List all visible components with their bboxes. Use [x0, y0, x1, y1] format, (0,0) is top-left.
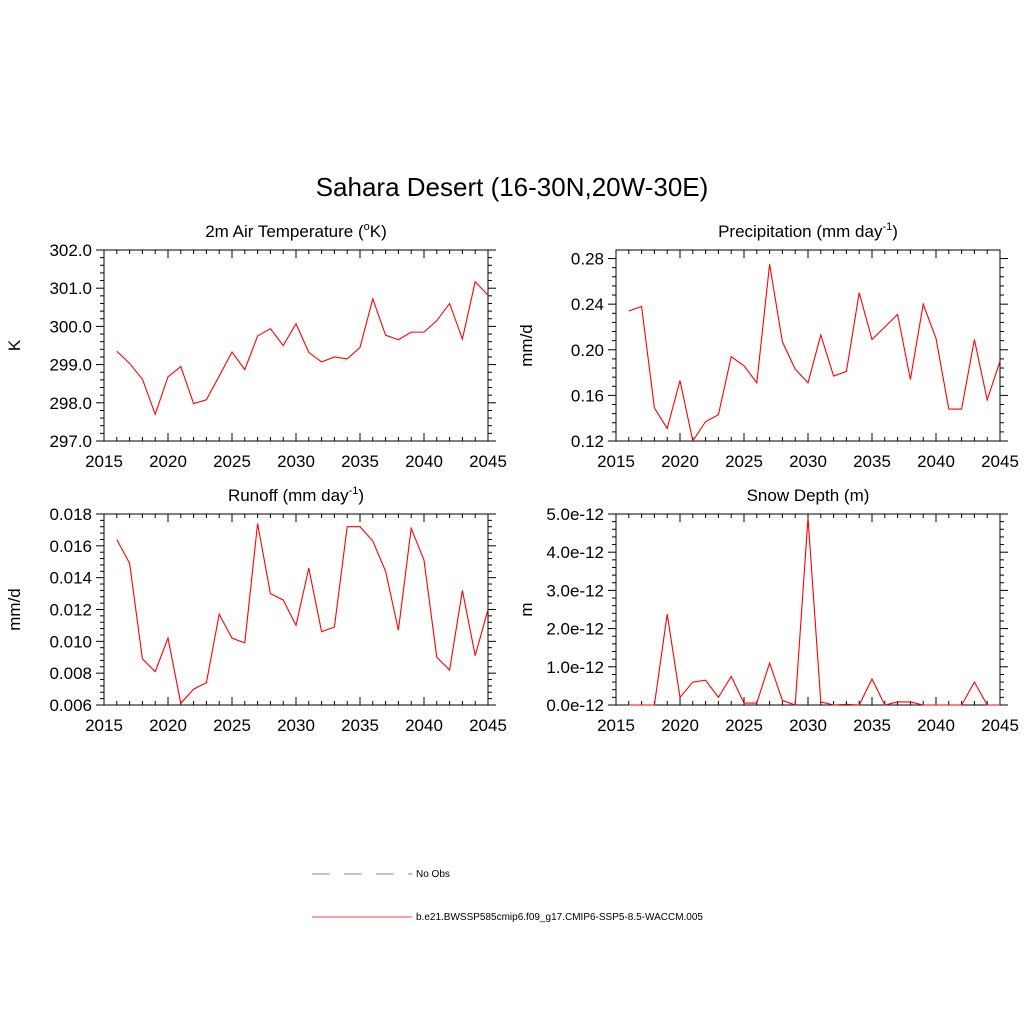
y-tick-label: 0.012 [49, 601, 92, 620]
panel-runoff: Runoff (mm day-1) mm/d 2015 2020 2025 2030 203… [5, 485, 507, 735]
y-tick-label: 0.010 [49, 632, 92, 651]
y-tick-label: 299.0 [49, 356, 92, 375]
x-tick-label: 2030 [277, 716, 315, 735]
y-axis-label-precipitation: mm/d [517, 324, 536, 367]
x-tick-label: 2025 [725, 716, 763, 735]
y-tick-label: 300.0 [49, 317, 92, 336]
x-tick-label: 2035 [341, 452, 379, 471]
y-tick-label: 297.0 [49, 432, 92, 451]
x-tick-label: 2015 [597, 716, 635, 735]
y-tick-label: 0.0e-12 [546, 696, 604, 715]
series-line-snow-depth [628, 517, 1000, 706]
y-tick-label: 0.16 [571, 386, 604, 405]
figure-title: Sahara Desert (16-30N,20W-30E) [316, 172, 709, 202]
x-tick-label: 2025 [213, 716, 251, 735]
panel-air-temperature: 2m Air Temperature (oK) K 2015 2020 2025 2030… [5, 221, 507, 471]
panel-precipitation: Precipitation (mm day-1) mm/d 2015 2020 2025… [517, 221, 1019, 471]
x-tick-label: 2030 [789, 452, 827, 471]
panel-snow-depth: Snow Depth (m) m 2015 2020 2025 2030 2035 2040 2… [517, 486, 1019, 735]
x-tick-label: 2030 [277, 452, 315, 471]
panel-title-runoff: Runoff (mm day-1) [228, 485, 364, 505]
x-tick-label: 2040 [917, 716, 955, 735]
y-tick-label: 0.014 [49, 569, 92, 588]
y-tick-label: 0.016 [49, 537, 92, 556]
y-tick-label: 0.24 [571, 295, 604, 314]
plot-frame-air-temperature [103, 249, 489, 442]
y-tick-label: 0.12 [571, 432, 604, 451]
y-tick-label: 0.006 [49, 696, 92, 715]
x-tick-label: 2030 [789, 716, 827, 735]
y-tick-label: 5.0e-12 [546, 505, 604, 524]
panel-title-precipitation: Precipitation (mm day-1) [718, 221, 898, 241]
x-tick-label: 2015 [85, 452, 123, 471]
x-tick-label: 2020 [661, 716, 699, 735]
y-tick-label: 302.0 [49, 241, 92, 260]
legend: No Obs b.e21.BWSSP585cmip6.f09_g17.CMIP6… [312, 869, 703, 923]
series-line-precipitation [628, 264, 1001, 443]
y-axis-label-snow-depth: m [517, 602, 536, 616]
panel-title-snow-depth: Snow Depth (m) [747, 486, 870, 505]
plot-frame-snow-depth [615, 513, 1001, 706]
x-tick-label: 2035 [853, 452, 891, 471]
x-tick-label: 2040 [405, 716, 443, 735]
y-tick-label: 0.28 [571, 250, 604, 269]
x-tick-label: 2045 [469, 716, 507, 735]
y-tick-label: 2.0e-12 [546, 620, 604, 639]
legend-label-model: b.e21.BWSSP585cmip6.f09_g17.CMIP6-SSP5-8… [416, 912, 703, 923]
legend-label-no-obs: No Obs [416, 869, 450, 880]
y-tick-label: 1.0e-12 [546, 658, 604, 677]
y-tick-label: 0.008 [49, 664, 92, 683]
series-line-runoff [116, 523, 489, 705]
x-tick-label: 2025 [213, 452, 251, 471]
y-tick-label: 3.0e-12 [546, 581, 604, 600]
x-tick-label: 2025 [725, 452, 763, 471]
x-tick-label: 2020 [149, 452, 187, 471]
y-axis-label-runoff: mm/d [5, 588, 24, 631]
x-tick-label: 2035 [853, 716, 891, 735]
panel-title-air-temperature: 2m Air Temperature (oK) [205, 221, 387, 241]
y-tick-label: 301.0 [49, 279, 92, 298]
series-line-air-temperature [116, 280, 489, 416]
y-axis-label-air-temperature: K [5, 339, 24, 351]
y-tick-label: 0.018 [49, 505, 92, 524]
x-tick-label: 2040 [917, 452, 955, 471]
y-tick-label: 298.0 [49, 394, 92, 413]
x-tick-label: 2045 [981, 716, 1019, 735]
y-tick-label: 4.0e-12 [546, 543, 604, 562]
y-tick-label: 0.20 [571, 341, 604, 360]
x-tick-label: 2035 [341, 716, 379, 735]
x-tick-label: 2015 [597, 452, 635, 471]
x-tick-label: 2045 [981, 452, 1019, 471]
x-tick-label: 2020 [149, 716, 187, 735]
x-tick-label: 2015 [85, 716, 123, 735]
x-tick-label: 2020 [661, 452, 699, 471]
x-tick-label: 2040 [405, 452, 443, 471]
x-tick-label: 2045 [469, 452, 507, 471]
plot-frame-precipitation [615, 249, 1001, 442]
